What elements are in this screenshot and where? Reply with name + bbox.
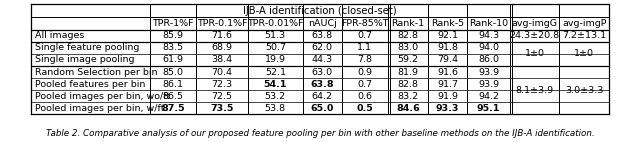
Text: TPR-0.1%F: TPR-0.1%F: [196, 19, 247, 28]
Text: Pooled images per bin, wo/ft: Pooled images per bin, wo/ft: [35, 92, 170, 101]
Text: 61.9: 61.9: [163, 56, 184, 64]
Text: 1±0: 1±0: [525, 49, 545, 59]
Text: 24.3±20.8: 24.3±20.8: [509, 31, 560, 40]
Text: 62.0: 62.0: [312, 43, 333, 52]
Text: 87.5: 87.5: [161, 104, 185, 113]
Text: 95.1: 95.1: [477, 104, 500, 113]
Text: 91.6: 91.6: [437, 68, 458, 77]
Text: 83.0: 83.0: [397, 43, 419, 52]
Text: 73.5: 73.5: [211, 104, 234, 113]
Text: 7.8: 7.8: [357, 56, 372, 64]
Text: 93.3: 93.3: [436, 104, 460, 113]
Text: 0.9: 0.9: [357, 68, 372, 77]
Text: 1.1: 1.1: [357, 43, 372, 52]
Text: 82.8: 82.8: [397, 80, 419, 89]
Text: 68.9: 68.9: [211, 43, 232, 52]
Text: TPR-1%F: TPR-1%F: [152, 19, 194, 28]
Text: 91.8: 91.8: [437, 43, 458, 52]
Text: 63.8: 63.8: [310, 80, 334, 89]
Text: 65.0: 65.0: [310, 104, 334, 113]
Text: 70.4: 70.4: [211, 68, 232, 77]
Text: 63.8: 63.8: [312, 31, 333, 40]
Text: Pooled features per bin: Pooled features per bin: [35, 80, 145, 89]
Text: 53.2: 53.2: [265, 92, 286, 101]
Text: 71.6: 71.6: [211, 31, 232, 40]
Text: 8.1±3.9: 8.1±3.9: [516, 86, 554, 95]
Text: 54.1: 54.1: [264, 80, 287, 89]
Text: 86.0: 86.0: [478, 56, 499, 64]
Text: 72.5: 72.5: [211, 92, 232, 101]
Text: Table 2. Comparative analysis of our proposed feature pooling per bin with other: Table 2. Comparative analysis of our pro…: [45, 129, 595, 138]
Text: 53.8: 53.8: [265, 104, 286, 113]
Text: Single image pooling: Single image pooling: [35, 56, 134, 64]
Text: Random Selection per bin: Random Selection per bin: [35, 68, 157, 77]
Text: 63.0: 63.0: [312, 68, 333, 77]
Text: 83.2: 83.2: [397, 92, 419, 101]
Text: 0.6: 0.6: [357, 92, 372, 101]
Text: 94.0: 94.0: [478, 43, 499, 52]
Text: 7.2±13.1: 7.2±13.1: [562, 31, 606, 40]
Text: 93.9: 93.9: [478, 68, 499, 77]
Text: All images: All images: [35, 31, 84, 40]
Text: 83.5: 83.5: [163, 43, 184, 52]
Text: 0.7: 0.7: [357, 31, 372, 40]
Text: 0.7: 0.7: [357, 80, 372, 89]
Text: 84.6: 84.6: [396, 104, 420, 113]
Text: 19.9: 19.9: [265, 56, 286, 64]
Text: 86.5: 86.5: [163, 92, 184, 101]
Text: 64.2: 64.2: [312, 92, 333, 101]
Text: 59.2: 59.2: [397, 56, 419, 64]
Text: 81.9: 81.9: [397, 68, 419, 77]
Text: 1±0: 1±0: [574, 49, 594, 59]
Text: 86.1: 86.1: [163, 80, 184, 89]
Text: 93.9: 93.9: [478, 80, 499, 89]
Text: 91.7: 91.7: [437, 80, 458, 89]
Text: 85.0: 85.0: [163, 68, 184, 77]
Text: Single feature pooling: Single feature pooling: [35, 43, 140, 52]
Text: 51.3: 51.3: [265, 31, 286, 40]
Text: 72.3: 72.3: [211, 80, 232, 89]
Text: TPR-0.01%F: TPR-0.01%F: [247, 19, 303, 28]
Text: 91.9: 91.9: [437, 92, 458, 101]
Text: nAUCj: nAUCj: [308, 19, 337, 28]
Text: 82.8: 82.8: [397, 31, 419, 40]
Text: 94.3: 94.3: [478, 31, 499, 40]
Text: 79.4: 79.4: [437, 56, 458, 64]
Text: 85.9: 85.9: [163, 31, 184, 40]
Text: Rank-5: Rank-5: [431, 19, 464, 28]
Text: 94.2: 94.2: [478, 92, 499, 101]
Text: avg-imgG: avg-imgG: [512, 19, 557, 28]
Text: FPR-85%T: FPR-85%T: [341, 19, 388, 28]
Text: 38.4: 38.4: [211, 56, 232, 64]
Text: Rank-10: Rank-10: [469, 19, 508, 28]
Text: IJB-A identification (closed-set): IJB-A identification (closed-set): [243, 6, 397, 16]
Text: 52.1: 52.1: [265, 68, 286, 77]
Text: 50.7: 50.7: [265, 43, 286, 52]
Text: 0.5: 0.5: [356, 104, 373, 113]
Text: 92.1: 92.1: [437, 31, 458, 40]
Text: 44.3: 44.3: [312, 56, 333, 64]
Text: Rank-1: Rank-1: [392, 19, 425, 28]
Text: 3.0±3.3: 3.0±3.3: [565, 86, 604, 95]
Text: Pooled images per bin, w/ft: Pooled images per bin, w/ft: [35, 104, 164, 113]
Text: avg-imgP: avg-imgP: [562, 19, 607, 28]
